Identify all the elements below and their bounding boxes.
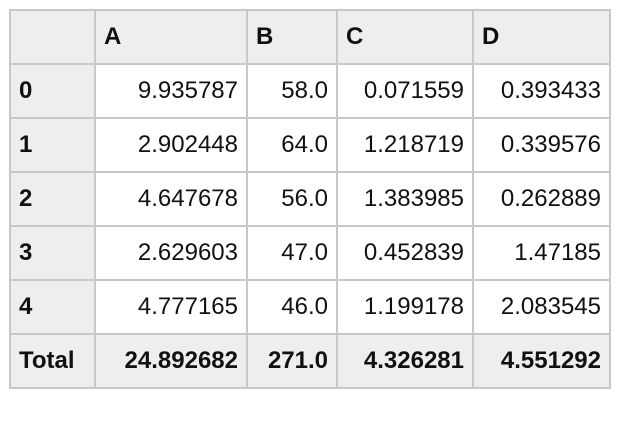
- table-cell: 0.339576: [472, 117, 611, 173]
- table-header: A B C D: [9, 9, 611, 65]
- total-label: Total: [9, 333, 96, 389]
- column-header-b: B: [246, 9, 338, 65]
- table-cell: 1.47185: [472, 225, 611, 281]
- row-index: 1: [9, 117, 96, 173]
- table-row: 3 2.629603 47.0 0.452839 1.47185: [9, 225, 611, 281]
- table-cell: 0.262889: [472, 171, 611, 227]
- row-index: 2: [9, 171, 96, 227]
- table-cell: 2.629603: [94, 225, 248, 281]
- row-index: 3: [9, 225, 96, 281]
- table-row: 4 4.777165 46.0 1.199178 2.083545: [9, 279, 611, 335]
- table-cell: 9.935787: [94, 63, 248, 119]
- table-cell: 47.0: [246, 225, 338, 281]
- table-cell: 56.0: [246, 171, 338, 227]
- table-cell: 2.902448: [94, 117, 248, 173]
- total-cell-d: 4.551292: [472, 333, 611, 389]
- table-cell: 64.0: [246, 117, 338, 173]
- dataframe-table: A B C D 0 9.935787 58.0 0.071559 0.39343…: [9, 9, 611, 389]
- table-cell: 1.218719: [336, 117, 474, 173]
- dataframe-table-container: A B C D 0 9.935787 58.0 0.071559 0.39343…: [9, 9, 611, 389]
- table-cell: 4.647678: [94, 171, 248, 227]
- table-cell: 1.383985: [336, 171, 474, 227]
- table-cell: 1.199178: [336, 279, 474, 335]
- total-cell-c: 4.326281: [336, 333, 474, 389]
- total-cell-b: 271.0: [246, 333, 338, 389]
- table-cell: 0.071559: [336, 63, 474, 119]
- table-cell: 46.0: [246, 279, 338, 335]
- table-row: 0 9.935787 58.0 0.071559 0.393433: [9, 63, 611, 119]
- row-index: 4: [9, 279, 96, 335]
- row-index: 0: [9, 63, 96, 119]
- column-header-d: D: [472, 9, 611, 65]
- table-cell: 4.777165: [94, 279, 248, 335]
- table-row: 1 2.902448 64.0 1.218719 0.339576: [9, 117, 611, 173]
- column-header-c: C: [336, 9, 474, 65]
- header-row: A B C D: [9, 9, 611, 65]
- table-footer: Total 24.892682 271.0 4.326281 4.551292: [9, 333, 611, 389]
- total-cell-a: 24.892682: [94, 333, 248, 389]
- table-cell: 58.0: [246, 63, 338, 119]
- column-header-a: A: [94, 9, 248, 65]
- total-row: Total 24.892682 271.0 4.326281 4.551292: [9, 333, 611, 389]
- table-row: 2 4.647678 56.0 1.383985 0.262889: [9, 171, 611, 227]
- table-cell: 2.083545: [472, 279, 611, 335]
- table-body: 0 9.935787 58.0 0.071559 0.393433 1 2.90…: [9, 63, 611, 335]
- table-cell: 0.452839: [336, 225, 474, 281]
- table-cell: 0.393433: [472, 63, 611, 119]
- header-index-corner: [9, 9, 96, 65]
